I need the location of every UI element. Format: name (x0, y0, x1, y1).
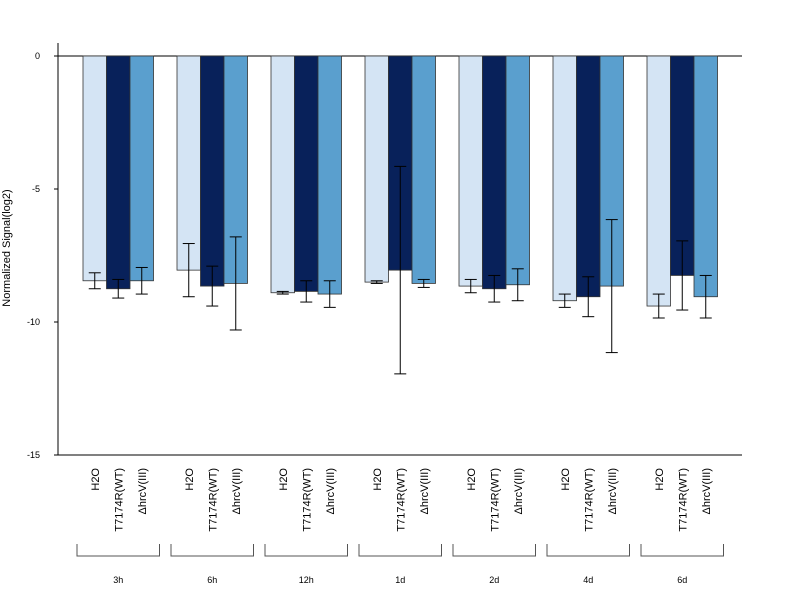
bar (270, 55, 295, 294)
group-label: 6h (207, 575, 217, 585)
bar (552, 55, 577, 302)
bar (364, 55, 389, 283)
bar-label: T7174R(WT) (395, 468, 407, 532)
group-label: 4d (583, 575, 593, 585)
group-bracket (640, 544, 724, 557)
bar-label: ΔhrcV(III) (325, 468, 337, 514)
bar (458, 55, 483, 287)
group-bracket (170, 544, 254, 557)
group-bracket (76, 544, 160, 557)
bar-label: T7174R(WT) (113, 468, 125, 532)
group-label: 12h (299, 575, 314, 585)
group-bracket (358, 544, 442, 557)
bar-label: ΔhrcV(III) (701, 468, 713, 514)
bar-label: H2O (372, 468, 384, 491)
bar-label: H2O (184, 468, 196, 491)
bar (317, 55, 342, 295)
bar (646, 55, 671, 307)
bar-label: H2O (654, 468, 666, 491)
group-bracket (546, 544, 630, 557)
bar (411, 55, 436, 284)
bar-label: ΔhrcV(III) (419, 468, 431, 514)
bar (200, 55, 225, 287)
group-bracket (452, 544, 536, 557)
bar-label: T7174R(WT) (677, 468, 689, 532)
bar-label: H2O (466, 468, 478, 491)
bar-label: T7174R(WT) (207, 468, 219, 532)
group-label: 6d (677, 575, 687, 585)
y-axis-label: Normalized Signal(log2) (1, 189, 13, 306)
bar (176, 55, 201, 271)
bar-label: ΔhrcV(III) (137, 468, 149, 514)
bar (576, 55, 601, 298)
bar-label: T7174R(WT) (583, 468, 595, 532)
y-tick-label: -10 (27, 317, 40, 327)
bar (106, 55, 131, 290)
bars (82, 55, 718, 375)
group-bracket (264, 544, 348, 557)
bar (482, 55, 507, 290)
bar-label: ΔhrcV(III) (231, 468, 243, 514)
group-label: 2d (489, 575, 499, 585)
bar (505, 55, 530, 286)
bar (294, 55, 319, 292)
bar-label: T7174R(WT) (489, 468, 501, 532)
bar-label: T7174R(WT) (301, 468, 313, 532)
y-tick-label: 0 (35, 51, 40, 61)
bar (693, 55, 718, 298)
bar-label: H2O (90, 468, 102, 491)
bar-label: H2O (560, 468, 572, 491)
bar-label: H2O (278, 468, 290, 491)
bar-label: ΔhrcV(III) (607, 468, 619, 514)
bar (129, 55, 154, 282)
bar (82, 55, 107, 282)
group-label: 1d (395, 575, 405, 585)
bar-label: ΔhrcV(III) (513, 468, 525, 514)
y-tick-label: -15 (27, 450, 40, 460)
category-labels: H2O T7174R(WT) ΔhrcV(III) 3h H2O T7174R(WT) Δh… (76, 468, 724, 585)
y-tick-label: -5 (32, 184, 40, 194)
group-label: 3h (113, 575, 123, 585)
